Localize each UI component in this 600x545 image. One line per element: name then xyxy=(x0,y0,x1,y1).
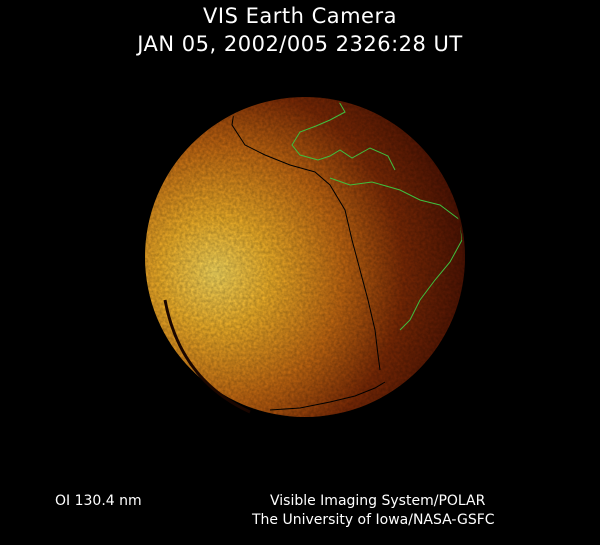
limb-arc xyxy=(163,299,251,414)
coastline-north-america xyxy=(249,99,396,171)
coastline-antarctica xyxy=(269,381,386,411)
image-timestamp: JAN 05, 2002/005 2326:28 UT xyxy=(137,32,463,56)
image-title: VIS Earth Camera xyxy=(203,4,397,28)
filter-wavelength-label: OI 130.4 nm xyxy=(55,493,142,509)
credit-instrument: Visible Imaging System/POLAR xyxy=(270,493,486,509)
coastline-west-america xyxy=(231,104,381,371)
credit-institution: The University of Iowa/NASA-GSFC xyxy=(252,512,495,528)
